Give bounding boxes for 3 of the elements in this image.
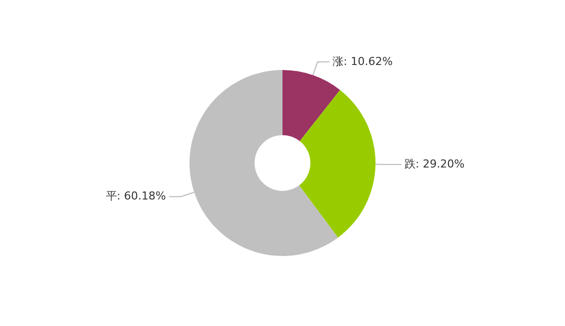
slice-label: 跌: 29.20% xyxy=(404,157,465,170)
slice-label: 平: 60.18% xyxy=(106,190,166,202)
slice-label: 涨: 10.62% xyxy=(332,54,393,68)
